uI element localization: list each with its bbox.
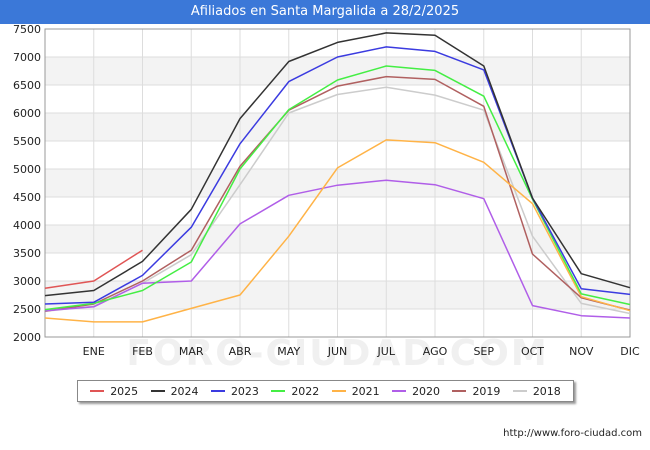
legend-label: 2025 — [110, 384, 139, 398]
source-url: http://www.foro-ciudad.com — [503, 428, 642, 439]
x-tick-label: JUL — [377, 345, 396, 358]
y-tick-label: 5000 — [13, 163, 41, 176]
legend-label: 2023 — [230, 384, 259, 398]
legend-swatch — [150, 390, 165, 392]
y-tick-label: 3500 — [13, 247, 41, 260]
watermark: FORO-CIUDAD.COM — [126, 333, 548, 374]
y-axis-ticks: 2000 2500 3000 3500 4000 4500 5000 5500 6000 6500… — [13, 23, 41, 344]
legend-swatch — [452, 390, 467, 392]
legend-item-2021: 2021 — [331, 384, 380, 398]
series-line-2021 — [44, 139, 631, 323]
y-tick-label: 4000 — [13, 219, 41, 232]
x-tick-label: MAR — [179, 345, 204, 358]
y-tick-label: 4500 — [13, 191, 41, 204]
plot-border — [44, 28, 631, 338]
legend-swatch — [210, 390, 225, 392]
series-line-2019 — [44, 75, 631, 312]
y-tick-label: 6500 — [13, 79, 41, 92]
y-tick-label: 6000 — [13, 107, 41, 120]
series-line-2020 — [44, 179, 631, 319]
series-line-2024 — [44, 32, 631, 297]
legend-item-2020: 2020 — [392, 385, 440, 398]
y-tick-label: 7500 — [13, 23, 41, 36]
legend-label: 2021 — [351, 384, 380, 398]
legend-swatch — [512, 390, 527, 392]
legend-label: 2019 — [472, 384, 501, 398]
x-tick-label: DIC — [620, 345, 640, 358]
legend-item-2023: 2023 — [210, 384, 259, 398]
y-tick-label: 3000 — [13, 275, 41, 288]
series-line-2025 — [44, 249, 143, 290]
legend-label: 2018 — [532, 384, 561, 398]
legend-item-2019: 2019 — [452, 385, 500, 398]
x-tick-label: ENE — [83, 345, 105, 358]
chart-title: Afiliados en Santa Margalida a 28/2/2025 — [0, 0, 650, 24]
grid — [44, 28, 631, 338]
y-tick-label: 7000 — [13, 51, 41, 64]
legend-label: 2022 — [291, 384, 320, 398]
legend-swatch — [392, 390, 407, 392]
watermark-text: FORO-CIUDAD.COM — [126, 333, 548, 374]
legend-label: 2020 — [412, 384, 441, 398]
x-tick-label: JUN — [327, 345, 348, 358]
x-axis-ticks: ENE FEB MAR ABR MAY JUN JUL AGO SEP OCT NOV DIC — [83, 345, 640, 358]
legend-item-2018: 2018 — [512, 384, 561, 398]
x-tick-label: NOV — [569, 345, 594, 358]
x-tick-label: FEB — [132, 345, 153, 358]
legend-item-2022: 2022 — [271, 385, 319, 398]
x-tick-label: ABR — [229, 345, 252, 358]
legend-item-2024: 2024 — [150, 384, 199, 398]
legend-swatch — [331, 390, 346, 392]
legend: 2025 2024 2023 2022 2021 2020 2019 2018 — [77, 380, 574, 402]
x-tick-label: AGO — [423, 345, 448, 358]
series-lines — [44, 32, 631, 323]
legend-swatch — [90, 390, 105, 392]
legend-item-2025: 2025 — [90, 385, 138, 398]
legend-label: 2024 — [170, 384, 199, 398]
x-tick-label: OCT — [521, 345, 544, 358]
y-tick-label: 2500 — [13, 303, 41, 316]
legend-swatch — [271, 390, 286, 392]
y-tick-label: 2000 — [13, 331, 41, 344]
y-tick-label: 5500 — [13, 135, 41, 148]
x-tick-label: MAY — [277, 345, 300, 358]
x-tick-label: SEP — [473, 345, 494, 358]
